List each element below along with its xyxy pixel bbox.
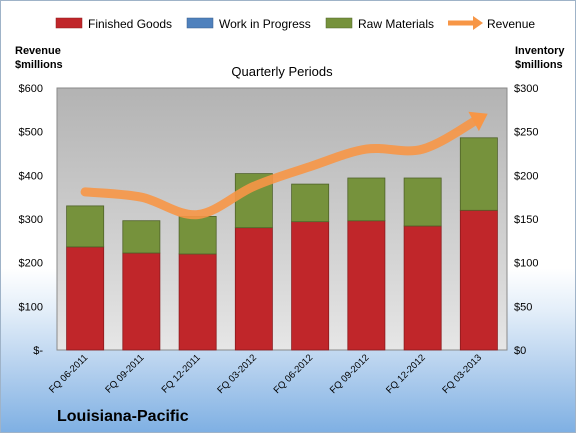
bar-raw-materials (347, 177, 386, 222)
left-tick-label: $100 (19, 301, 43, 313)
right-axis-title-line2: $millions (515, 59, 563, 71)
left-tick-label: $600 (19, 83, 43, 95)
right-tick-label: $150 (514, 214, 538, 226)
bar-finished-goods (178, 253, 217, 351)
bar-finished-goods (122, 252, 161, 351)
right-tick-label: $0 (514, 345, 526, 357)
legend-arrowhead-revenue (473, 16, 483, 30)
legend-label-finished-goods: Finished Goods (88, 17, 172, 31)
left-tick-label: $200 (19, 258, 43, 270)
right-tick-label: $100 (514, 258, 538, 270)
chart-title: Quarterly Periods (231, 64, 333, 79)
left-axis-title-line1: Revenue (15, 45, 61, 57)
right-tick-label: $300 (514, 83, 538, 95)
x-tick-label: FQ 09-2011 (103, 352, 146, 395)
legend: Finished Goods Work in Progress Raw Mate… (55, 16, 535, 31)
bar-finished-goods (291, 221, 330, 351)
bar-raw-materials (291, 183, 330, 223)
x-tick-label: FQ 06-2012 (272, 352, 316, 396)
bar-finished-goods (66, 246, 105, 351)
right-tick-label: $200 (514, 170, 538, 182)
bar-raw-materials (403, 177, 442, 227)
x-tick-label: FQ 09-2012 (328, 352, 372, 396)
right-axis: $0 $50 $100 $150 $200 $250 $300 (514, 83, 538, 357)
revenue-arrowhead (468, 111, 488, 132)
company-name: Louisiana-Pacific (57, 408, 189, 425)
bar-raw-materials (178, 215, 217, 255)
left-tick-label: $500 (19, 127, 43, 139)
left-tick-label: $400 (19, 170, 43, 182)
left-tick-label: $- (33, 345, 43, 357)
bar-raw-materials (459, 137, 498, 211)
bar-finished-goods (459, 209, 498, 351)
x-tick-label: FQ 12-2012 (384, 352, 428, 396)
revenue-line (80, 111, 488, 220)
bar-raw-materials (66, 205, 105, 248)
right-tick-label: $250 (514, 127, 538, 139)
bar-finished-goods (347, 220, 386, 351)
x-tick-label: FQ 03-2013 (440, 352, 484, 396)
x-tick-label: FQ 06-2011 (47, 352, 90, 395)
legend-swatch-finished-goods (55, 17, 83, 29)
left-axis: $- $100 $200 $300 $400 $500 $600 (19, 83, 44, 357)
bar-finished-goods (403, 225, 442, 351)
legend-label-raw-materials: Raw Materials (358, 17, 434, 31)
bar-raw-materials (122, 220, 161, 254)
legend-swatch-raw-materials (325, 17, 353, 29)
bar-finished-goods (234, 227, 273, 351)
x-tick-label: FQ 12-2011 (160, 352, 203, 395)
legend-swatch-work-in-progress (186, 17, 214, 29)
legend-label-revenue: Revenue (487, 17, 535, 31)
left-axis-title-line2: $millions (15, 59, 63, 71)
left-tick-label: $300 (19, 214, 43, 226)
x-axis: FQ 06-2011 FQ 09-2011 FQ 12-2011 FQ 03-2012… (47, 352, 484, 396)
right-axis-title-line1: Inventory (515, 45, 565, 57)
right-tick-label: $50 (514, 301, 532, 313)
x-tick-label: FQ 03-2012 (215, 352, 259, 396)
legend-label-work-in-progress: Work in Progress (219, 17, 311, 31)
